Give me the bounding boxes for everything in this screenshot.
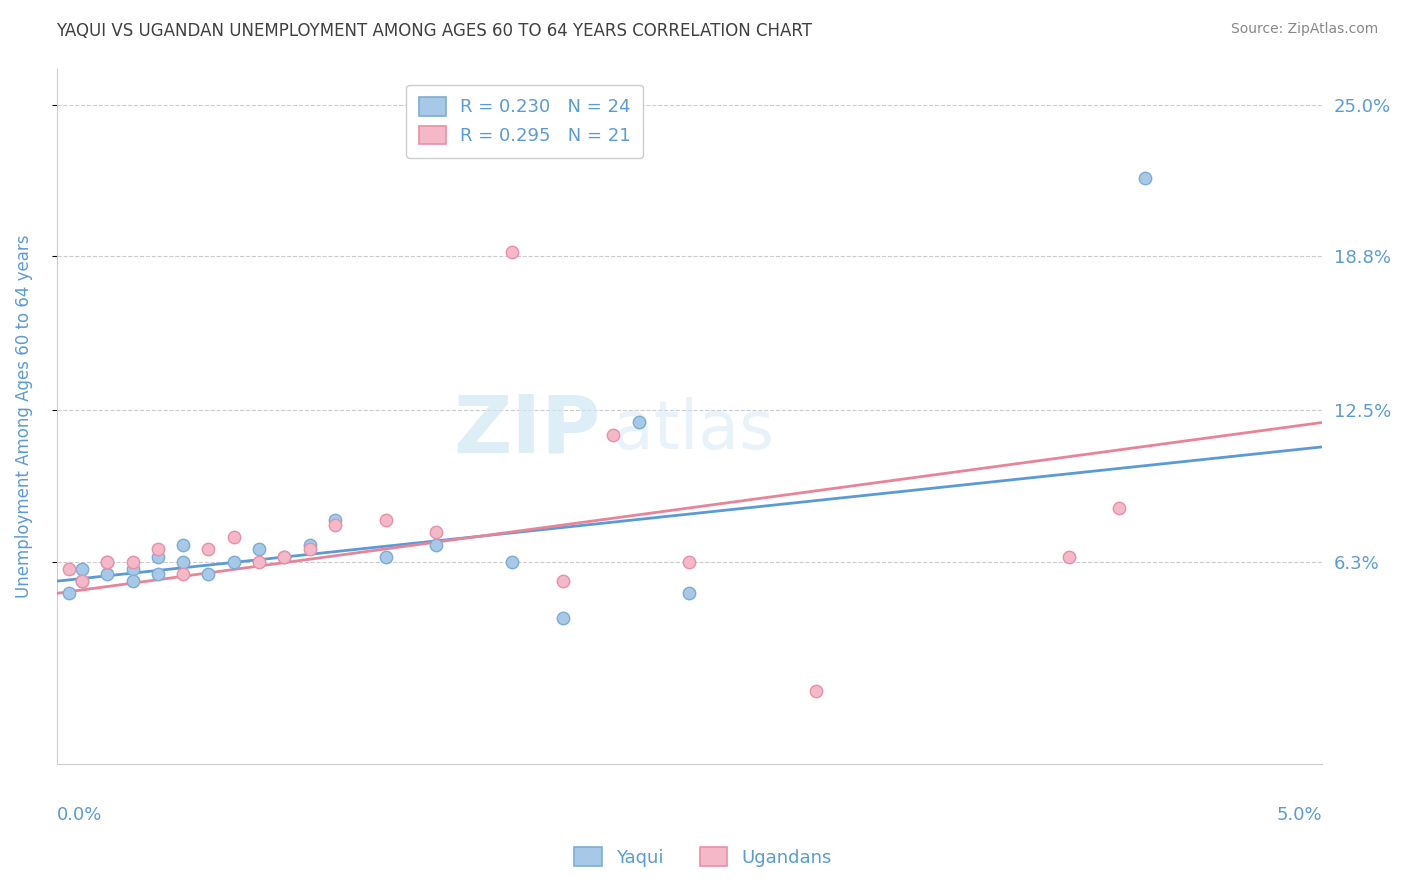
Point xyxy=(197,566,219,581)
Point xyxy=(374,513,396,527)
Point xyxy=(121,574,143,589)
Legend: R = 0.230   N = 24, R = 0.295   N = 21: R = 0.230 N = 24, R = 0.295 N = 21 xyxy=(406,85,644,158)
Y-axis label: Unemployment Among Ages 60 to 64 years: Unemployment Among Ages 60 to 64 years xyxy=(15,235,32,599)
Text: 5.0%: 5.0% xyxy=(1277,806,1322,824)
Point xyxy=(222,555,245,569)
Text: YAQUI VS UGANDAN UNEMPLOYMENT AMONG AGES 60 TO 64 YEARS CORRELATION CHART: YAQUI VS UGANDAN UNEMPLOYMENT AMONG AGES… xyxy=(56,22,813,40)
Point xyxy=(551,574,574,589)
Point xyxy=(323,518,346,533)
Point xyxy=(247,542,270,557)
Point xyxy=(425,525,447,540)
Point xyxy=(602,427,624,442)
Point xyxy=(1133,171,1156,186)
Point xyxy=(222,530,245,544)
Point xyxy=(70,574,93,589)
Point xyxy=(172,537,194,551)
Point xyxy=(1108,500,1130,515)
Point xyxy=(172,566,194,581)
Point xyxy=(96,555,118,569)
Point xyxy=(70,562,93,576)
Point xyxy=(298,537,321,551)
Point xyxy=(146,542,169,557)
Point xyxy=(146,566,169,581)
Legend: Yaqui, Ugandans: Yaqui, Ugandans xyxy=(567,840,839,874)
Point xyxy=(323,513,346,527)
Point xyxy=(501,555,523,569)
Text: Source: ZipAtlas.com: Source: ZipAtlas.com xyxy=(1230,22,1378,37)
Text: ZIP: ZIP xyxy=(454,392,600,469)
Point xyxy=(121,555,143,569)
Point xyxy=(58,562,80,576)
Point xyxy=(273,549,295,564)
Point xyxy=(96,555,118,569)
Point xyxy=(70,574,93,589)
Point xyxy=(96,566,118,581)
Point xyxy=(298,542,321,557)
Point xyxy=(273,549,295,564)
Point xyxy=(197,542,219,557)
Point xyxy=(121,562,143,576)
Point xyxy=(1057,549,1080,564)
Text: atlas: atlas xyxy=(613,397,775,463)
Text: 0.0%: 0.0% xyxy=(56,806,103,824)
Point xyxy=(247,555,270,569)
Point xyxy=(425,537,447,551)
Point xyxy=(58,586,80,600)
Point xyxy=(501,244,523,259)
Point xyxy=(678,586,700,600)
Point xyxy=(627,416,650,430)
Point xyxy=(172,555,194,569)
Point xyxy=(678,555,700,569)
Point xyxy=(146,549,169,564)
Point xyxy=(804,684,827,698)
Point xyxy=(551,611,574,625)
Point xyxy=(374,549,396,564)
